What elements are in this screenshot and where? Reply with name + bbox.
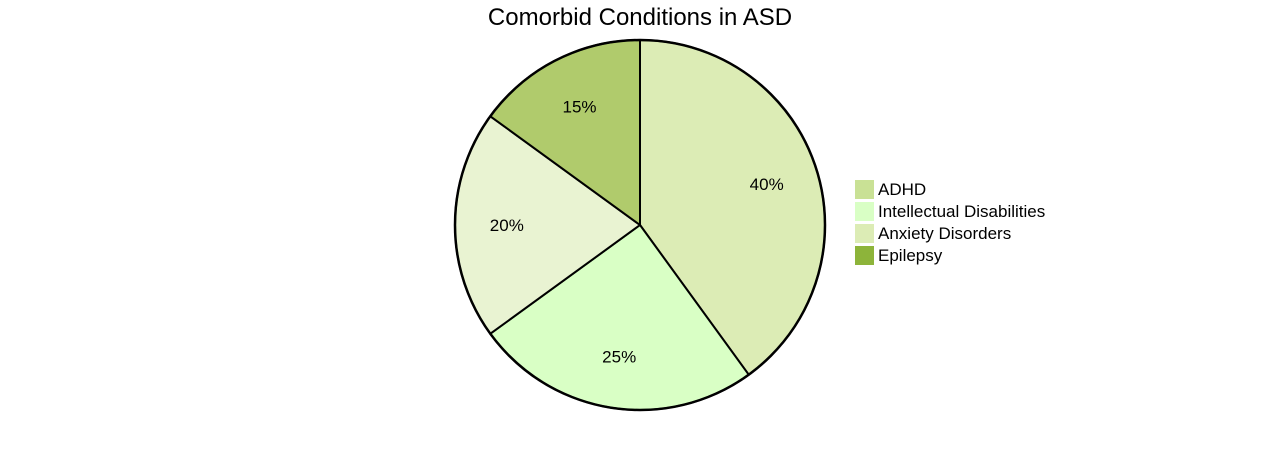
slice-label-anxiety-disorders: 20% [490, 216, 524, 235]
legend: ADHD Intellectual Disabilities Anxiety Dis… [855, 180, 1045, 265]
slice-label-epilepsy: 15% [562, 97, 596, 116]
slice-label-intellectual-disabilities: 25% [602, 348, 636, 367]
pie-slice-labels: 40% 25% 20% 15% [490, 97, 784, 366]
pie-slices [454, 39, 826, 411]
legend-label-epilepsy: Epilepsy [878, 246, 943, 265]
legend-swatch-epilepsy [855, 246, 874, 265]
chart-title: Comorbid Conditions in ASD [488, 4, 792, 31]
legend-swatch-anxiety-disorders [855, 224, 874, 243]
legend-label-intellectual-disabilities: Intellectual Disabilities [878, 202, 1045, 221]
pie-outline [453, 38, 827, 412]
slice-label-adhd: 40% [750, 175, 784, 194]
legend-label-anxiety-disorders: Anxiety Disorders [878, 224, 1011, 243]
legend-swatch-adhd [855, 180, 874, 199]
legend-swatch-intellectual-disabilities [855, 202, 874, 221]
legend-label-adhd: ADHD [878, 180, 926, 199]
